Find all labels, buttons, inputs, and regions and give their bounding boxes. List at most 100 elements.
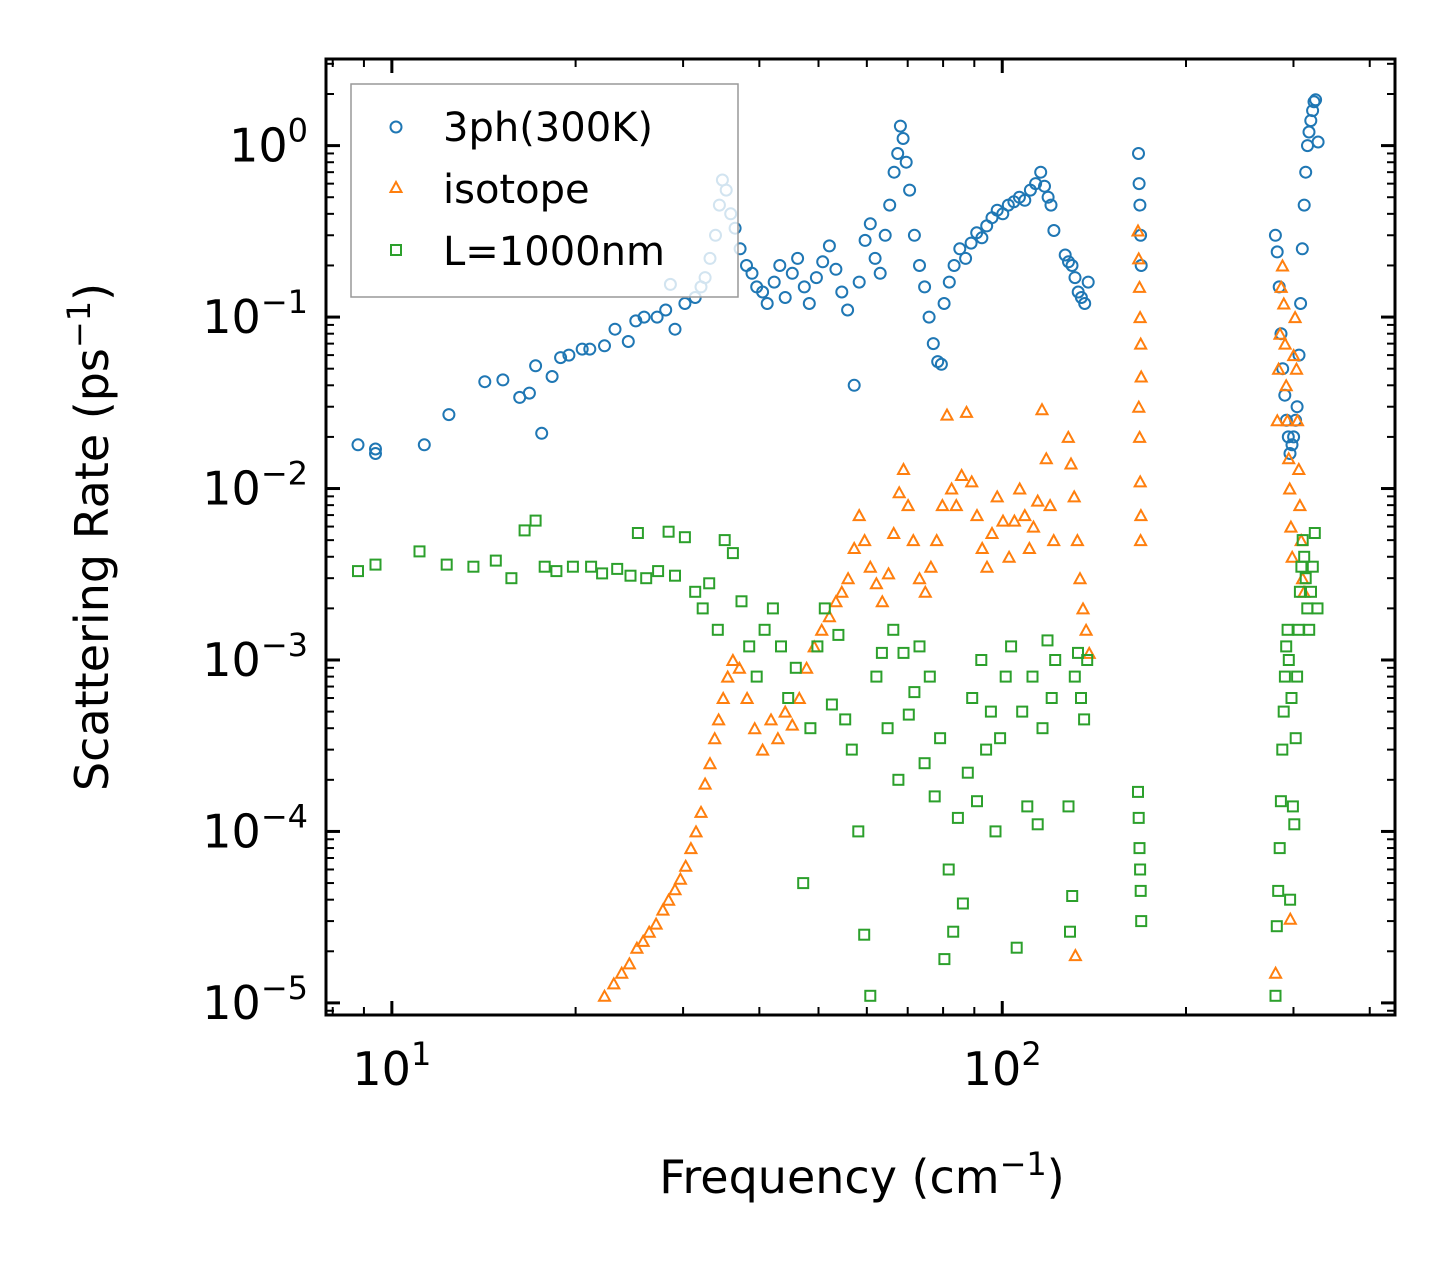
point-isotope	[975, 540, 990, 554]
point-boundary	[718, 534, 731, 547]
point-isotope	[1279, 378, 1294, 392]
point-boundary	[1277, 705, 1290, 718]
point-3ph	[650, 310, 664, 324]
point-3ph	[369, 442, 382, 456]
point-3ph	[913, 259, 926, 272]
point-isotope	[1289, 361, 1304, 375]
point-3ph	[767, 275, 781, 289]
legend: 3ph(300K) isotope L=1000nm	[350, 83, 739, 298]
point-isotope	[863, 559, 878, 573]
point-boundary	[1272, 884, 1285, 897]
point-3ph	[785, 266, 799, 280]
point-3ph	[545, 370, 559, 383]
point-isotope	[1078, 622, 1094, 636]
legend-entry-isotope: isotope	[388, 167, 590, 213]
point-boundary	[845, 743, 858, 756]
point-boundary	[881, 722, 894, 735]
point-3ph	[1065, 259, 1079, 272]
point-isotope	[1046, 533, 1061, 547]
point-boundary	[797, 877, 810, 890]
point-boundary	[1078, 713, 1091, 726]
point-3ph	[835, 285, 849, 299]
point-3ph	[522, 386, 536, 400]
point-boundary	[743, 640, 756, 653]
point-3ph	[659, 303, 673, 317]
point-boundary	[758, 623, 771, 636]
point-boundary	[750, 670, 763, 683]
point-isotope	[964, 474, 979, 488]
point-3ph	[852, 275, 866, 289]
point-isotope	[1272, 326, 1288, 340]
point-isotope	[923, 559, 939, 573]
point-3ph	[903, 183, 917, 197]
point-boundary	[735, 595, 748, 608]
point-3ph	[1133, 198, 1147, 212]
point-isotope	[875, 594, 890, 608]
point-isotope	[1282, 481, 1297, 495]
point-boundary	[897, 646, 910, 659]
point-isotope	[1042, 498, 1058, 512]
point-boundary	[538, 560, 551, 573]
point-isotope	[606, 976, 621, 990]
point-isotope	[935, 498, 950, 512]
point-3ph	[1068, 271, 1082, 285]
point-3ph	[922, 310, 936, 324]
point-isotope	[667, 882, 683, 896]
point-boundary	[1045, 692, 1058, 704]
point-3ph	[369, 447, 382, 460]
point-3ph	[868, 251, 882, 265]
point-3ph	[964, 236, 978, 250]
point-3ph	[847, 378, 861, 392]
point-boundary	[1285, 692, 1298, 704]
point-3ph	[797, 280, 811, 294]
point-boundary	[984, 705, 997, 718]
point-isotope	[1007, 513, 1022, 527]
point-boundary	[518, 524, 531, 537]
point-3ph	[893, 119, 907, 133]
point-isotope	[840, 571, 856, 585]
point-isotope	[1286, 348, 1301, 362]
point-isotope	[944, 481, 959, 495]
point-isotope	[1283, 911, 1298, 925]
point-boundary	[413, 545, 426, 558]
point-3ph	[896, 132, 910, 145]
point-boundary	[782, 692, 795, 704]
point-boundary	[1291, 670, 1304, 683]
point-3ph	[816, 255, 830, 269]
point-isotope	[896, 461, 911, 475]
point-boundary	[1306, 560, 1319, 573]
point-boundary	[585, 560, 598, 573]
point-boundary	[989, 825, 1002, 838]
point-boundary	[1270, 920, 1283, 933]
point-3ph	[873, 266, 887, 280]
point-3ph	[947, 259, 961, 272]
point-boundary	[1031, 818, 1044, 831]
point-isotope	[1039, 451, 1054, 465]
point-boundary	[999, 670, 1012, 683]
point-3ph	[668, 322, 682, 336]
point-boundary	[892, 773, 905, 786]
point-isotope	[984, 525, 1000, 539]
point-3ph	[496, 373, 510, 387]
point-isotope	[1290, 413, 1305, 427]
point-isotope	[1274, 279, 1289, 293]
point-boundary	[1293, 585, 1306, 598]
point-isotope	[629, 940, 645, 954]
x-tick-label: 102	[963, 1035, 1042, 1096]
point-3ph	[773, 259, 787, 272]
point-isotope	[1275, 258, 1290, 272]
point-boundary	[1311, 602, 1324, 615]
point-isotope	[799, 660, 814, 674]
point-boundary	[1308, 527, 1321, 539]
point-isotope	[642, 924, 657, 938]
point-isotope	[648, 916, 664, 930]
point-boundary	[711, 623, 724, 636]
point-isotope	[881, 566, 896, 580]
point-boundary	[839, 713, 852, 726]
point-isotope	[661, 892, 676, 906]
point-boundary	[1134, 863, 1147, 876]
point-isotope	[1287, 310, 1303, 324]
point-boundary	[1062, 800, 1075, 813]
y-axis-label: Scattering Rate (ps−1)	[60, 283, 119, 791]
point-isotope	[1068, 948, 1083, 962]
